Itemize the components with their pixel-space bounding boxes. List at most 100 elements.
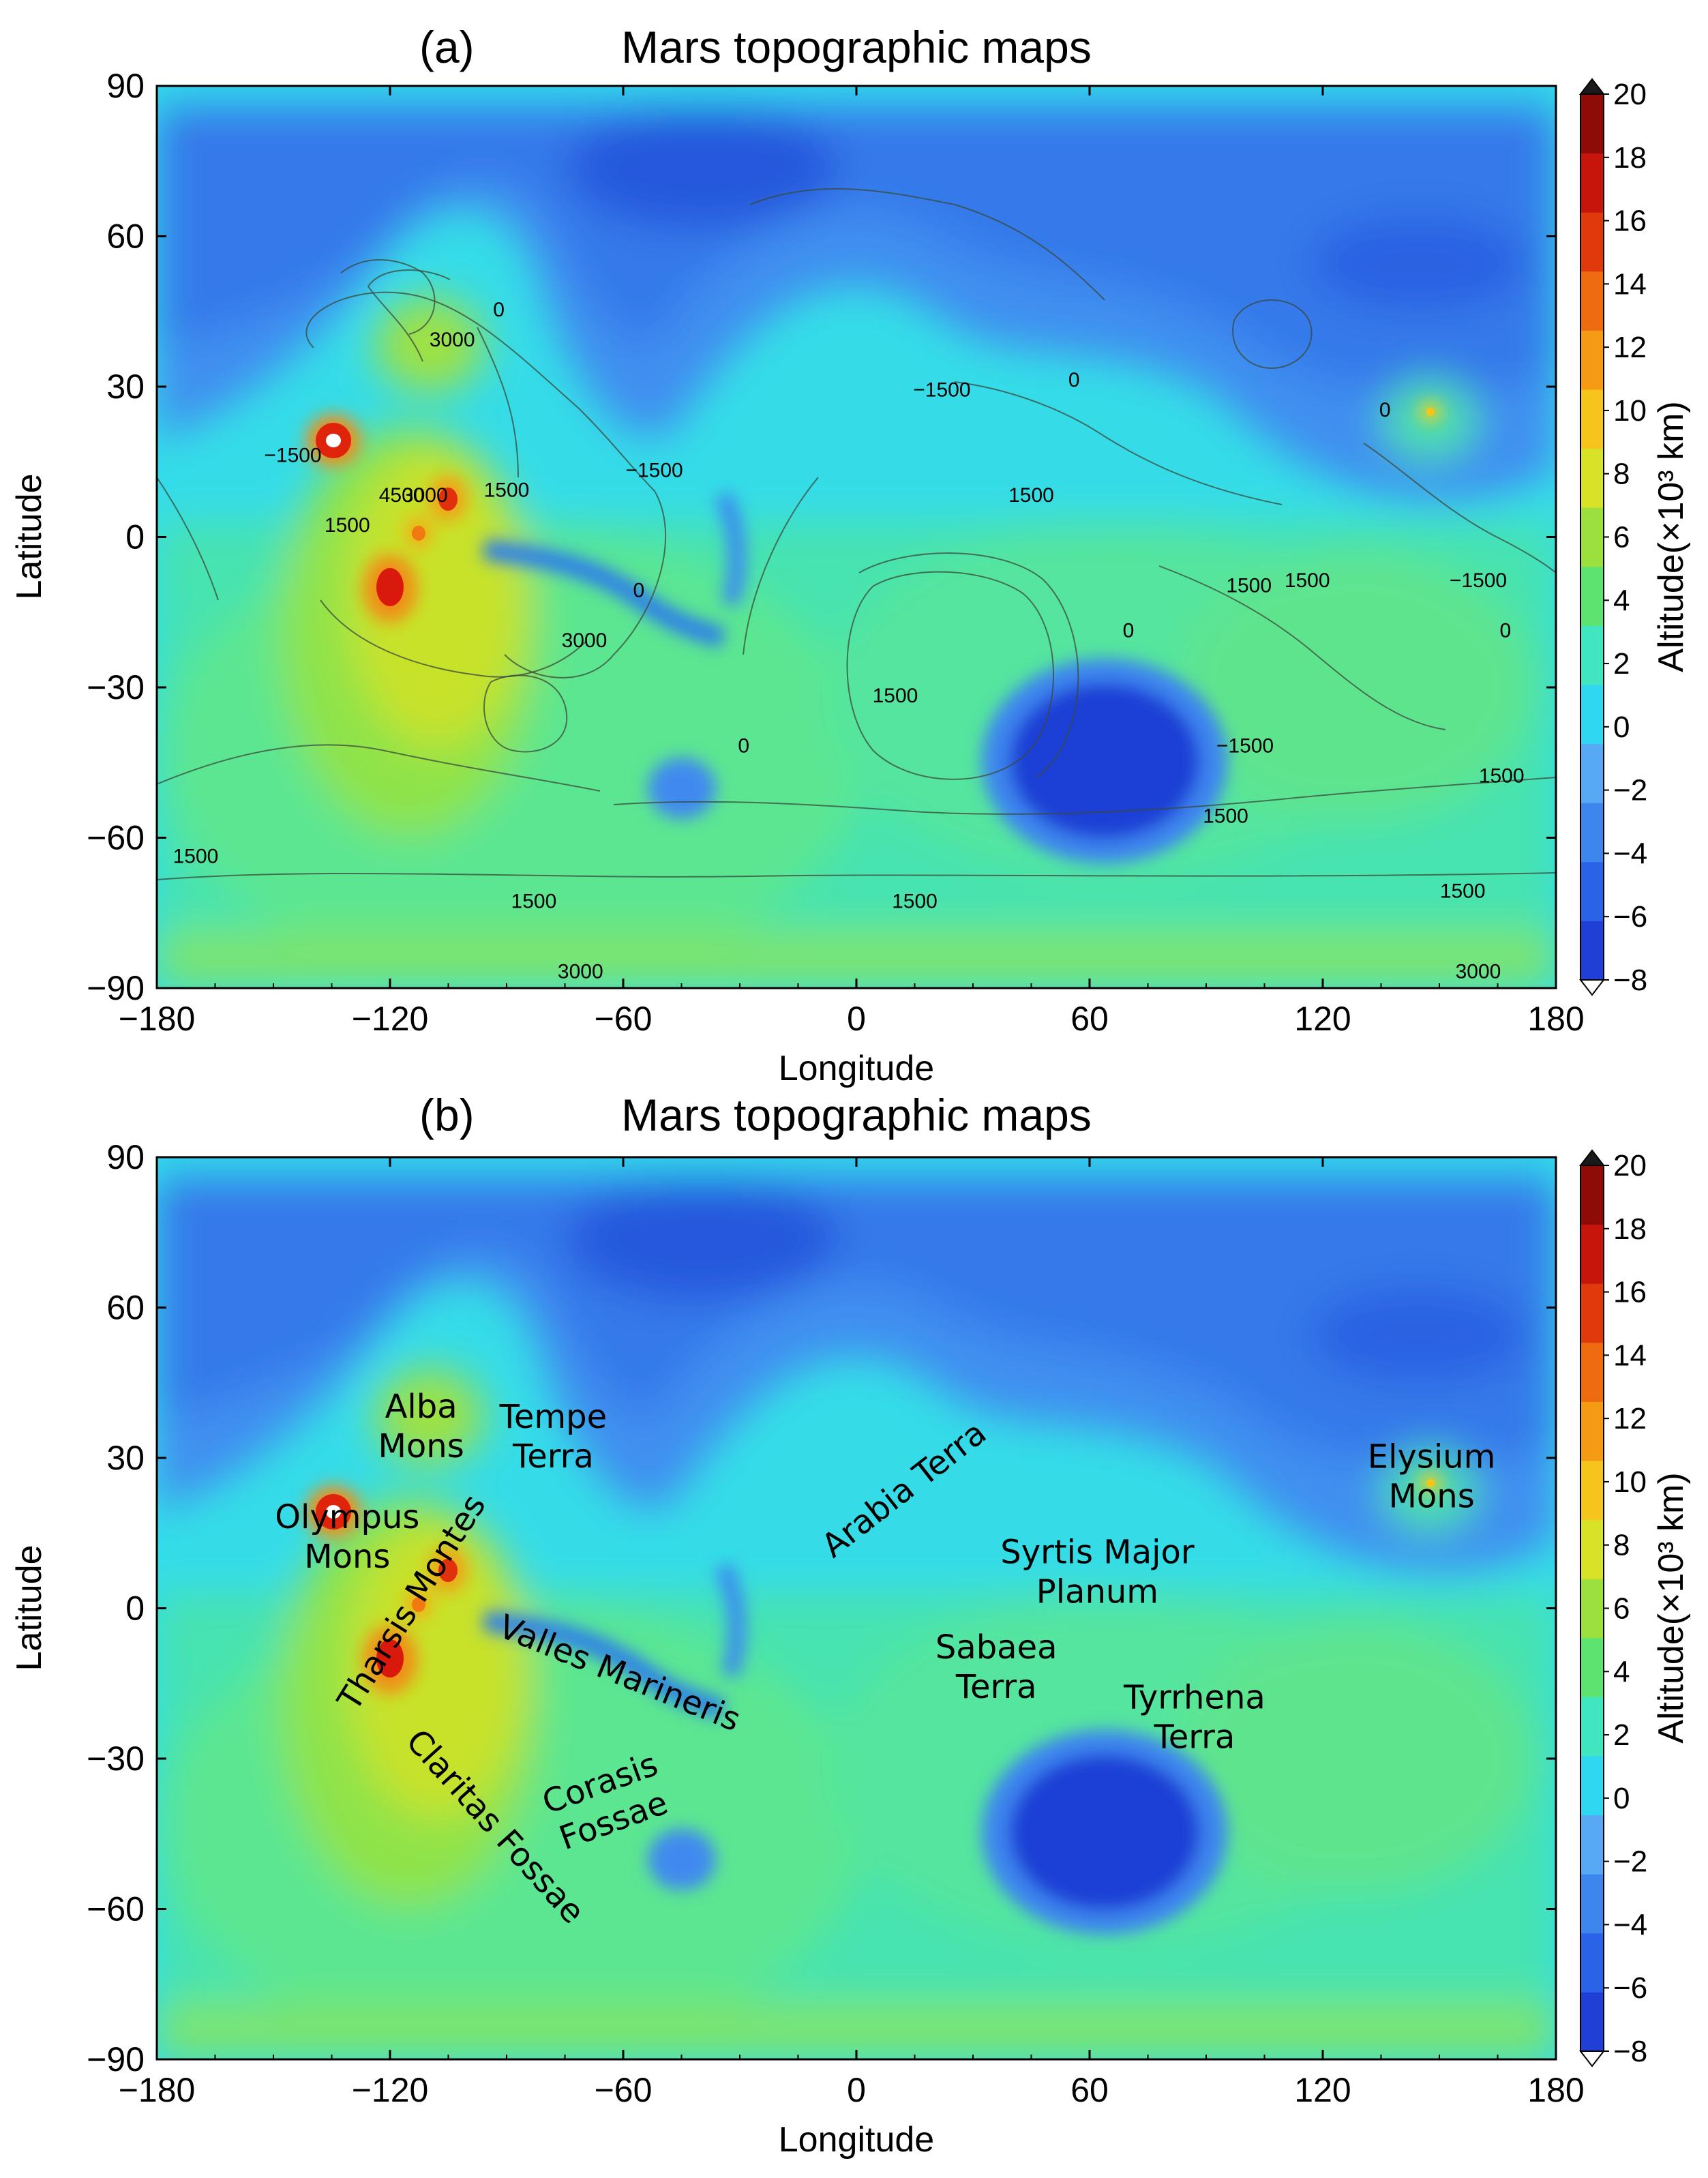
panel-a-colorbar-tick-label: 20 — [1613, 78, 1647, 111]
panel-b-colorbar-tick-label: 4 — [1613, 1655, 1630, 1688]
panel-b-colorbar-band — [1580, 1461, 1604, 1521]
panel-a-colorbar-tick-label: 10 — [1613, 394, 1647, 428]
panel-b-colorbar-band — [1580, 1992, 1604, 2052]
panel-b-ytick-label: −30 — [87, 1740, 145, 1778]
panel-b-colorbar-tick-label: 18 — [1613, 1212, 1647, 1246]
contour-label: 0 — [1379, 399, 1391, 421]
panel-a-colorbar-band — [1580, 448, 1604, 508]
contour-label: 3000 — [558, 960, 603, 983]
panel-b-colorbar-tick-label: −2 — [1613, 1845, 1647, 1879]
feature-label: Tempe Terra — [499, 1398, 607, 1476]
panel-a-colorbar-max-extend — [1578, 78, 1606, 95]
panel-b-xtick-label: −180 — [119, 2071, 196, 2109]
panel-a-colorbar-tick-label: 0 — [1613, 711, 1630, 744]
contour-label: −1500 — [625, 459, 683, 481]
contour-label: 1500 — [1285, 569, 1330, 592]
panel-b-colorbar-tick-label: 14 — [1613, 1339, 1647, 1372]
panel-b: (b) Mars topographic maps Alba Mons Tempe T… — [10, 1090, 1691, 2160]
panel-a-xtick-label: 180 — [1527, 1000, 1584, 1038]
panel-b-colorbar-band — [1580, 1933, 1604, 1993]
panel-a-xtick-label: 0 — [847, 1000, 866, 1038]
panel-b-ytick-label: 0 — [125, 1590, 145, 1628]
panel-a-ytick-label: 0 — [125, 518, 145, 556]
panel-a-colorbar-tick-label: −4 — [1613, 837, 1647, 870]
panel-a-colorbar-band — [1580, 389, 1604, 449]
panel-b-colorbar-min-extend — [1578, 2050, 1606, 2068]
panel-a-ytick-label: −60 — [87, 819, 145, 857]
panel-a-colorbar-tick-label: 18 — [1613, 141, 1647, 175]
panel-b-title: Mars topographic maps — [621, 1090, 1092, 1140]
contour-label: 0 — [1068, 369, 1080, 391]
panel-a-colorbar-min-extend — [1578, 979, 1606, 996]
panel-b-label: (b) — [419, 1090, 475, 1140]
panel-a-colorbar-tick-label: 6 — [1613, 521, 1630, 554]
panel-a-ytick-label: 60 — [106, 218, 145, 256]
feature-label: Olympus Mons — [275, 1498, 419, 1576]
panel-a-axes: −180 −120 −60 0 60 120 180 90 60 30 0 −30 −60 −90 — [87, 67, 1585, 1038]
feature-label: Alba Mons — [378, 1388, 464, 1465]
panel-a-colorbar-tick-label: 4 — [1613, 584, 1630, 617]
panel-a-xtick-label: 60 — [1070, 1000, 1109, 1038]
panel-a-label: (a) — [419, 22, 475, 72]
panel-b-colorbar-tick-label: 2 — [1613, 1718, 1630, 1752]
panel-b-xtick-label: 180 — [1527, 2071, 1584, 2109]
panel-a-colorbar-band — [1580, 625, 1604, 685]
panel-b-colorbar-band — [1580, 1637, 1604, 1697]
panel-b-colorbar-tick-label: 16 — [1613, 1276, 1647, 1309]
panel-b-xtick-label: −60 — [595, 2071, 653, 2109]
contour-label: 3000 — [430, 329, 475, 351]
panel-b-colorbar-band — [1580, 1874, 1604, 1934]
panel-a-title: Mars topographic maps — [621, 22, 1092, 72]
contour-label: 1500 — [1479, 765, 1525, 788]
panel-a-colorbar-band — [1580, 743, 1604, 803]
panel-a-colorbar-tick-label: −6 — [1613, 900, 1647, 934]
panel-b-colorbar-tick-label: 6 — [1613, 1592, 1630, 1626]
panel-a-xtick-label: 120 — [1294, 1000, 1351, 1038]
panel-a-colorbar-tick-label: 14 — [1613, 267, 1647, 301]
panel-a-ytick-label: −90 — [87, 969, 145, 1007]
panel-b-colorbar-tick-label: 8 — [1613, 1529, 1630, 1562]
panel-b-xtick-label: 60 — [1070, 2071, 1109, 2109]
contour-label: 0 — [493, 299, 505, 321]
panel-a-xtick-label: −60 — [595, 1000, 653, 1038]
panel-a-ytick-label: 90 — [106, 67, 145, 105]
panel-b-colorbar-band — [1580, 1224, 1604, 1284]
panel-a-xtick-label: −180 — [119, 1000, 196, 1038]
panel-a-colorbar-tick-label: −2 — [1613, 774, 1647, 807]
panel-a-ytick-label: −30 — [87, 668, 145, 706]
panel-a-colorbar-tick-label: 16 — [1613, 205, 1647, 238]
panel-b-xtick-label: −120 — [352, 2071, 429, 2109]
panel-b-colorbar-band — [1580, 1342, 1604, 1402]
panel-a-colorbar-band — [1580, 271, 1604, 331]
panel-b-colorbar-max-extend — [1578, 1149, 1606, 1166]
panel-b-colorbar-tick-label: −8 — [1613, 2035, 1647, 2068]
panel-b-xlabel: Longitude — [779, 2120, 934, 2160]
panel-b-axes: −180 −120 −60 0 60 120 180 90 60 30 0 −30 −60 −90 — [87, 1138, 1585, 2109]
panel-a-colorbar-tick-label: 12 — [1613, 331, 1647, 364]
panel-a-colorbar-band — [1580, 566, 1604, 626]
panel-b-colorbar-tick-label: 0 — [1613, 1782, 1630, 1815]
contour-label: 1500 — [325, 514, 370, 537]
panel-a-colorbar-band — [1580, 685, 1604, 745]
contour-label: 1500 — [484, 479, 530, 502]
panel-a-colorbar-tick-label: −8 — [1613, 964, 1647, 997]
contour-label: 1500 — [1203, 805, 1248, 827]
contour-label: 1500 — [1008, 484, 1054, 507]
panel-b-ytick-label: 90 — [106, 1138, 145, 1176]
panel-b-colorbar-tick-label: −6 — [1613, 1971, 1647, 2005]
panel-a-colorbar-band — [1580, 94, 1604, 154]
contour-label: 1500 — [873, 685, 918, 707]
panel-b-xtick-label: 120 — [1294, 2071, 1351, 2109]
panel-a-colorbar-band — [1580, 153, 1604, 213]
panel-b-colorbar-band — [1580, 1165, 1604, 1225]
panel-b-colorbar-band — [1580, 1519, 1604, 1579]
contour-label: 3000 — [1456, 960, 1501, 983]
panel-a-xlabel: Longitude — [779, 1049, 934, 1088]
contour-label: 0 — [633, 580, 644, 602]
panel-b-colorbar-label: Altitude(×10³ km) — [1651, 1472, 1691, 1743]
panel-a-colorbar-band — [1580, 861, 1604, 921]
